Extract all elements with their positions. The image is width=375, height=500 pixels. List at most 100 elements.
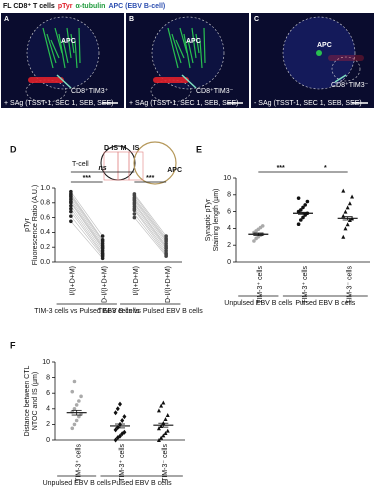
data-point [161,433,166,438]
pair-line [134,202,167,246]
tubulin [50,39,60,59]
data-point [132,208,137,212]
data-point [115,406,120,412]
data-point [113,410,118,416]
data-point [132,215,137,220]
pair-line [70,215,103,257]
data-point [118,401,122,407]
region-label: M [121,145,127,152]
group-label: Unpulsed EBV B cells [43,480,112,487]
apc-label: APC [61,38,76,45]
y-tick-label: 10 [42,359,50,366]
data-point [299,218,303,222]
data-point [77,414,81,419]
pair-line [70,198,103,246]
data-point [69,201,73,205]
data-point [69,209,73,214]
data-point [159,435,164,440]
x-tick-label: I/(I+D+M) [70,266,77,296]
x-tick-label: TIM-3⁺ cells [257,266,264,304]
data-point [350,194,355,199]
tubulin [74,39,78,69]
tcell-outline [25,79,67,103]
pair-line [70,221,103,259]
data-point [156,438,161,442]
panel-letter: F [10,340,16,350]
y-tick-label: 0 [227,259,231,266]
data-point [299,208,303,212]
tubulin [195,33,200,54]
sig-label: *** [277,165,285,172]
apc-label: APC [186,38,201,45]
group-label: Unpulsed EBV B cells [224,300,293,307]
tcell-label: CD8⁺TIM3⁺ [71,88,109,95]
pair-line [134,208,167,252]
group-label: Pulsed EBV B cells [295,300,355,307]
pair-line [134,193,167,237]
data-point [100,234,105,238]
group-label: Pulsed EBV B cells [112,480,172,487]
title-part: α-tubulin [75,3,105,10]
mtoc [316,50,322,56]
sig-label: *** [83,175,91,182]
data-point [77,399,81,403]
data-point [161,400,166,405]
region-label: IS [133,145,140,152]
tubulin [58,33,66,69]
pair-line [134,195,167,239]
tubulin [179,27,188,54]
data-point [305,199,310,204]
data-point [120,418,125,423]
data-point [164,254,168,258]
tcell-outline [150,79,192,103]
panel-letter: C [254,16,259,23]
panel-letter: D [10,144,17,154]
arrow [181,74,197,89]
y-tick-label: 0.8 [40,200,50,207]
y-tick-label: 10 [223,175,231,182]
data-point [341,213,346,218]
data-point [69,203,73,208]
y-axis-label: Fluorescence Ratio (A.U.) [32,185,39,266]
pair-line [134,197,167,240]
data-point [301,215,305,220]
pair-line [70,191,103,237]
y-tick-label: 8 [227,192,231,199]
data-point [341,234,346,239]
tubulin [70,33,75,54]
data-point [69,206,73,211]
pair-line [70,201,103,248]
group-label: TIM-3 cells vs Pulsed EBV B cells [34,308,140,315]
data-point [252,239,256,243]
y-tick-label: 0.2 [40,244,50,251]
y-tick-label: 0.0 [40,259,50,266]
pair-line [134,210,167,254]
x-tick-label: TIM-3⁺ cells [76,444,83,482]
data-point [296,196,301,200]
arrow [334,74,347,83]
pair-line [70,196,103,244]
tubulin [42,27,54,69]
pair-line [70,205,103,252]
data-point [165,428,170,433]
data-point [163,416,168,421]
data-point [74,418,79,423]
synapse [328,55,364,61]
y-axis-label: Staining length (µm) [213,189,220,252]
data-point [72,422,77,427]
tubulin [183,33,191,69]
synapse [153,77,189,83]
tubulin [175,39,185,59]
region-box [117,151,130,181]
condition: + SAg (TSST-1, SEC 1, SEB, SEE) [129,100,239,107]
region-label: D-IS [104,145,118,152]
tcell-label: T-cell [72,161,89,168]
data-point [165,413,170,418]
tubulin [199,39,203,69]
group-label: TIM-3 cells vs Pulsed EBV B cells [98,308,204,315]
sig-label: ns [99,165,107,172]
x-tick-label: TIM-3⁻ cells [162,444,169,482]
data-point [159,403,164,408]
pair-line [70,195,103,242]
tubulin [54,27,63,54]
